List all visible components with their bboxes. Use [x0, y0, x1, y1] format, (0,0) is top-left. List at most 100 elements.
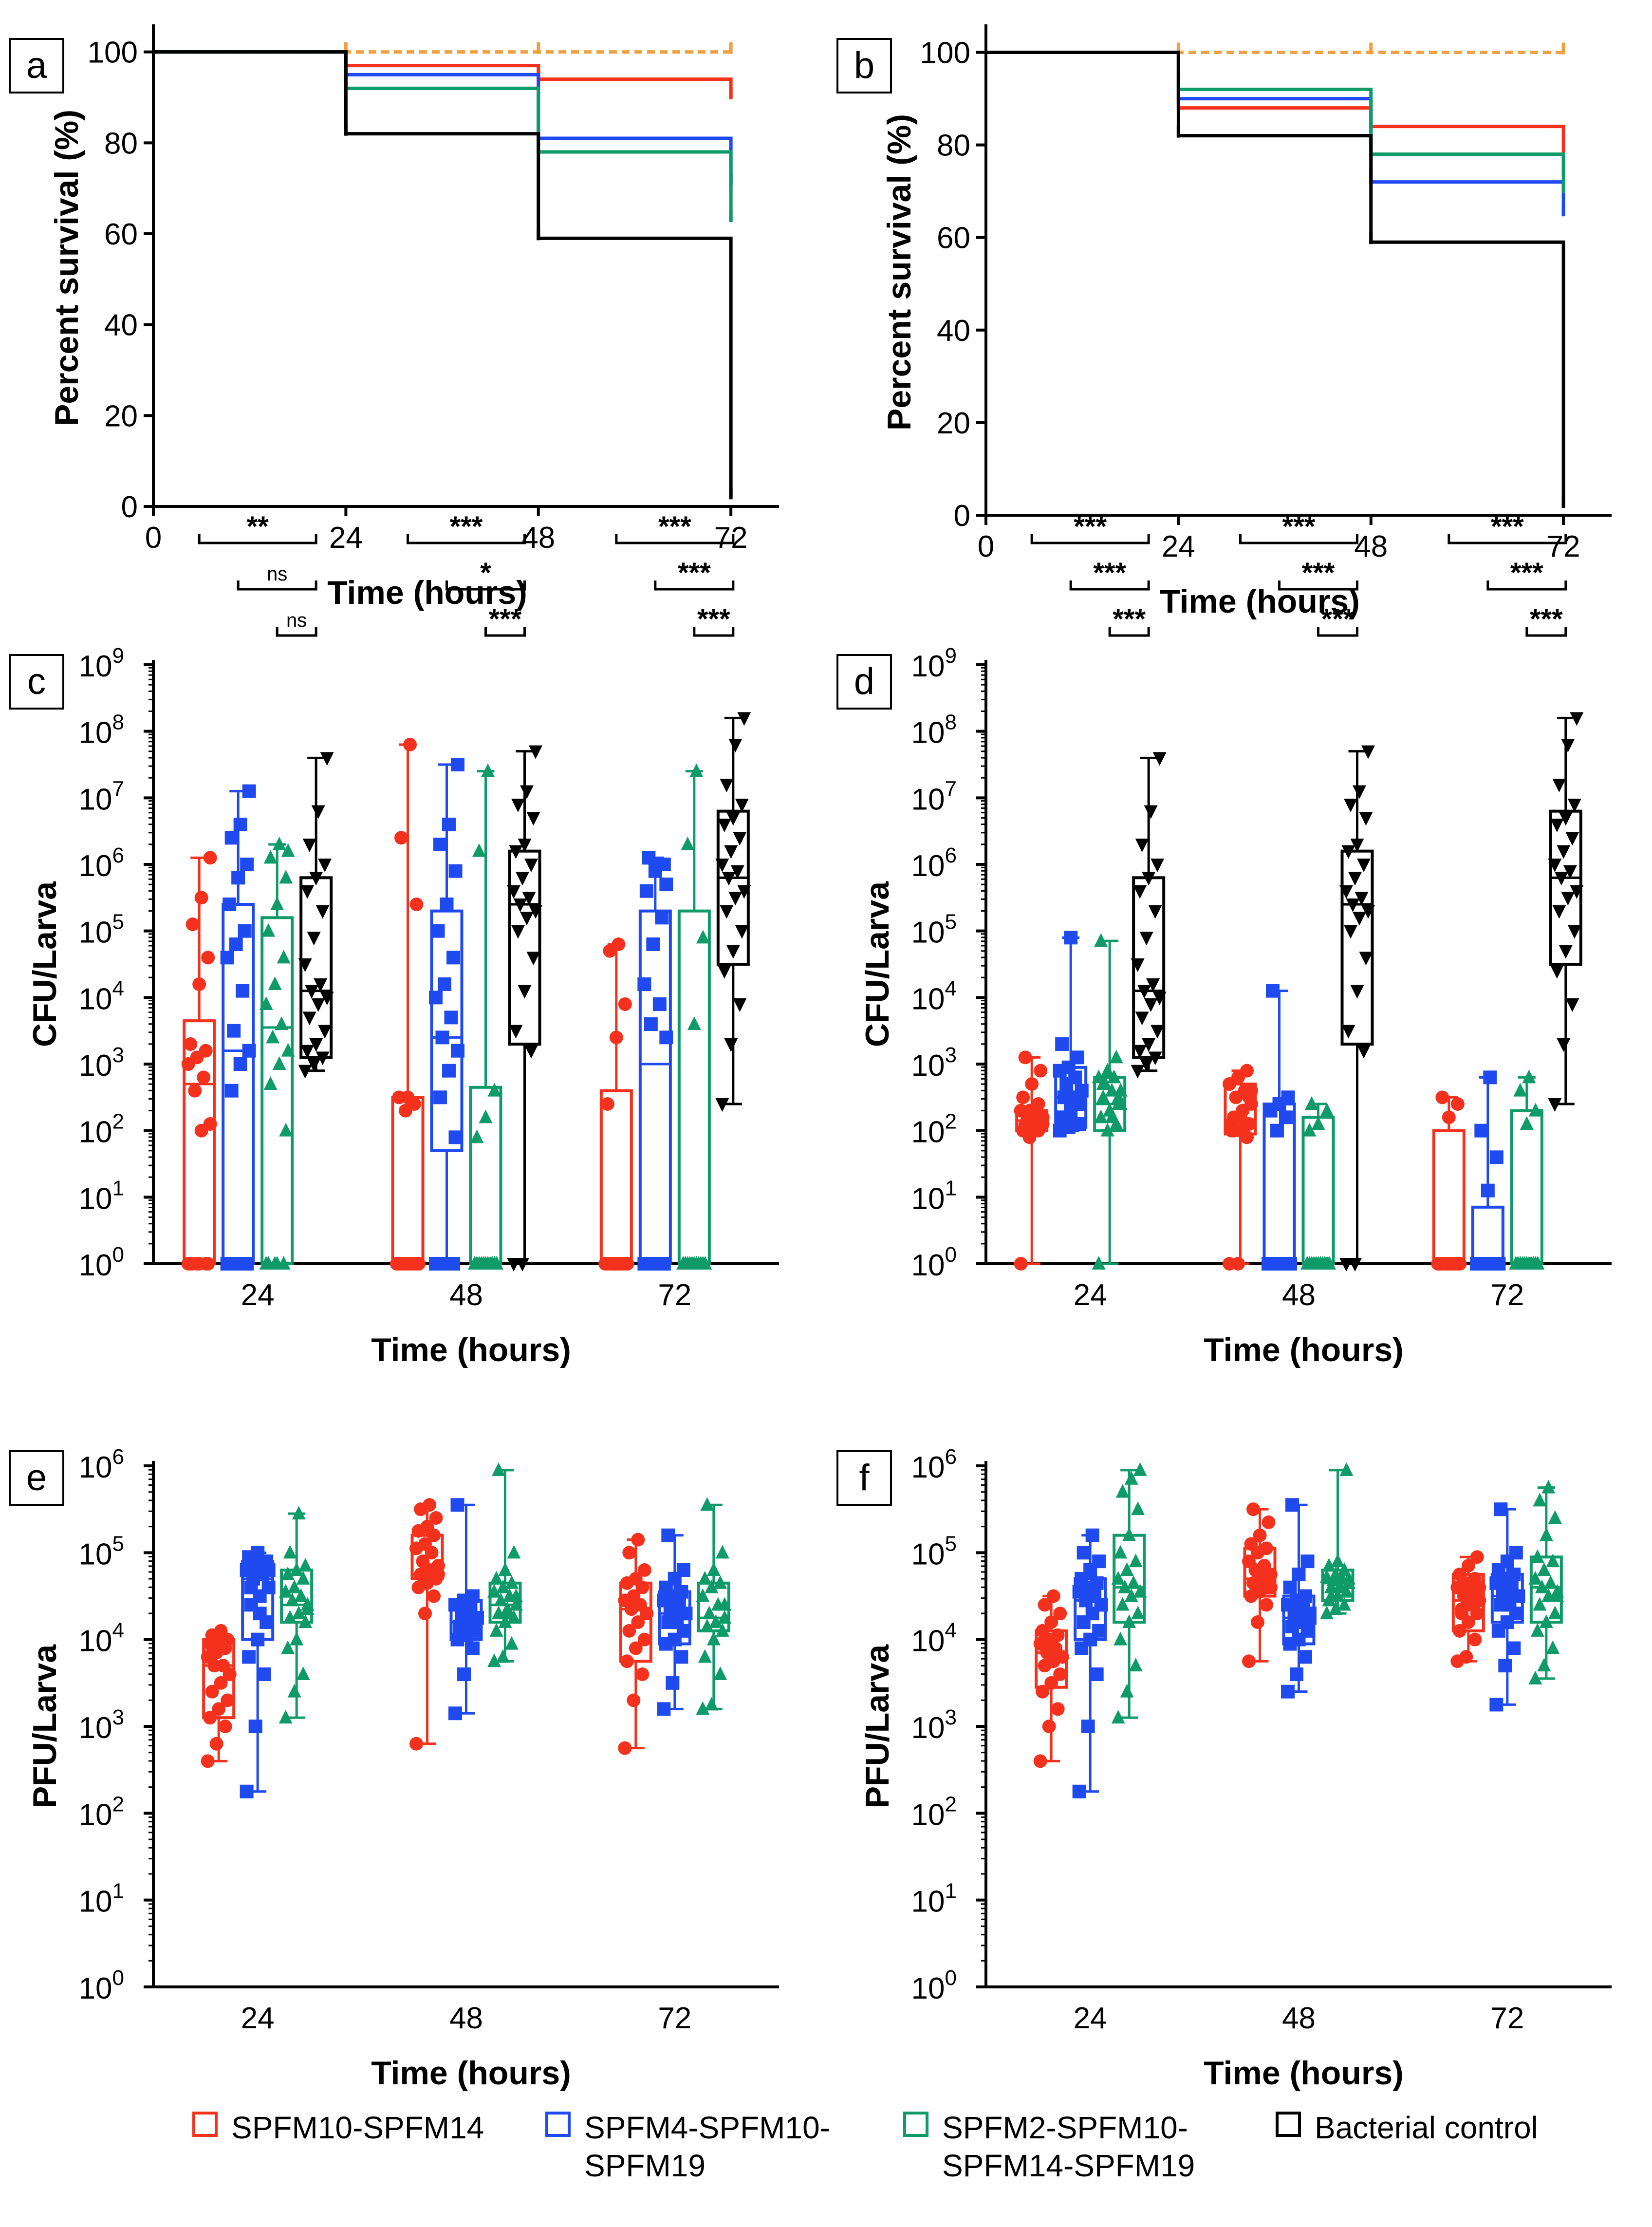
- y-tick-label: 100: [79, 1966, 124, 2005]
- data-point: [507, 1610, 521, 1624]
- data-point: [1311, 1116, 1325, 1130]
- data-point: [1244, 1084, 1258, 1098]
- data-point: [1053, 1607, 1067, 1621]
- data-point: [1339, 885, 1353, 899]
- data-point: [489, 1571, 503, 1585]
- box-48-1: [448, 1498, 484, 1721]
- data-point: [1038, 1598, 1052, 1612]
- data-point: [715, 859, 729, 872]
- y-tick-exponent: 3: [945, 1705, 957, 1729]
- data-point: [1122, 1527, 1136, 1541]
- data-point: [409, 898, 424, 911]
- data-point: [316, 905, 330, 919]
- survival-line: [986, 51, 1565, 191]
- y-tick-label: 104: [911, 976, 957, 1016]
- data-point: [726, 812, 740, 826]
- data-point: [627, 1589, 641, 1603]
- data-point: [717, 819, 731, 832]
- data-point: [283, 1545, 297, 1559]
- data-point: [281, 1043, 295, 1057]
- data-point: [1034, 1064, 1048, 1078]
- data-point: [283, 1610, 297, 1624]
- data-point: [1031, 1097, 1045, 1111]
- y-tick-label: 0: [954, 499, 970, 533]
- data-point: [1329, 1566, 1342, 1580]
- data-point: [1468, 1632, 1482, 1647]
- data-point: [612, 937, 626, 951]
- data-point: [1133, 1045, 1147, 1059]
- box-body: [508, 849, 541, 1046]
- x-tick-label: 72: [1490, 1278, 1524, 1312]
- data-point: [652, 997, 667, 1011]
- data-point: [263, 1076, 278, 1090]
- data-point: [1094, 1109, 1108, 1123]
- data-point: [416, 1554, 430, 1569]
- data-point: [516, 1258, 529, 1272]
- data-point: [1151, 859, 1165, 872]
- data-point: [1073, 1117, 1087, 1131]
- data-point: [238, 924, 252, 938]
- data-point: [1339, 1258, 1353, 1272]
- data-point: [689, 763, 704, 777]
- data-point: [1339, 1462, 1354, 1476]
- data-point: [1281, 1684, 1295, 1699]
- data-point: [1344, 799, 1357, 812]
- legend-swatch: [903, 2112, 928, 2137]
- data-point: [1322, 1558, 1336, 1572]
- data-point: [298, 1558, 313, 1572]
- data-point: [1016, 1090, 1030, 1104]
- y-tick-label: 105: [911, 910, 957, 950]
- significance-bracket: [1239, 534, 1358, 544]
- data-point: [278, 1710, 293, 1724]
- data-point: [1129, 1658, 1143, 1672]
- data-point: [212, 1702, 226, 1716]
- data-point: [1548, 1098, 1562, 1112]
- data-point: [281, 843, 295, 857]
- box-72-0: [618, 1533, 654, 1755]
- data-point: [423, 1498, 436, 1512]
- data-point: [294, 1588, 308, 1602]
- y-tick-exponent: 1: [945, 1879, 957, 1903]
- significance-label: ***: [1282, 511, 1316, 543]
- significance-bracket: [1108, 627, 1150, 637]
- data-point: [518, 839, 532, 852]
- data-point: [1320, 1103, 1334, 1117]
- data-point: [240, 858, 254, 871]
- data-point: [194, 891, 208, 905]
- data-point: [1151, 1025, 1165, 1039]
- data-point: [1535, 1579, 1549, 1593]
- data-point: [279, 870, 293, 884]
- significance-label: ***: [697, 603, 730, 635]
- data-point: [1051, 1628, 1065, 1642]
- data-point: [192, 977, 206, 991]
- data-point: [1240, 1064, 1254, 1078]
- data-point: [1452, 1567, 1466, 1581]
- data-point: [287, 1684, 301, 1698]
- survival-line: [986, 51, 1565, 506]
- data-point: [253, 1607, 267, 1621]
- data-point: [1464, 1589, 1478, 1603]
- significance-bracket: [1030, 534, 1150, 544]
- data-point: [629, 1641, 643, 1655]
- legend-swatch: [1276, 2112, 1301, 2137]
- y-tick-exponent: 0: [112, 1243, 124, 1267]
- panel-label-box: [9, 38, 64, 94]
- data-point: [409, 1737, 423, 1751]
- data-point: [644, 1017, 658, 1031]
- data-point: [472, 843, 486, 857]
- data-point: [1044, 1615, 1058, 1629]
- data-point: [1283, 1580, 1297, 1594]
- legend-item-spfm2-spfm10-spfm14-spfm19: SPFM2-SPFM10- SPFM14-SPFM19: [903, 2109, 1195, 2185]
- data-point: [281, 1566, 295, 1580]
- y-tick-label: 106: [911, 1445, 957, 1484]
- data-point: [1042, 1720, 1056, 1733]
- y-tick-label: 20: [937, 407, 970, 440]
- data-point: [1344, 925, 1357, 939]
- data-point: [1055, 1037, 1069, 1051]
- data-point: [1341, 1025, 1355, 1039]
- significance-label: ***: [1510, 557, 1543, 589]
- data-point: [444, 1011, 458, 1025]
- data-point: [492, 1606, 505, 1620]
- data-point: [429, 1511, 443, 1525]
- data-point: [203, 1117, 217, 1131]
